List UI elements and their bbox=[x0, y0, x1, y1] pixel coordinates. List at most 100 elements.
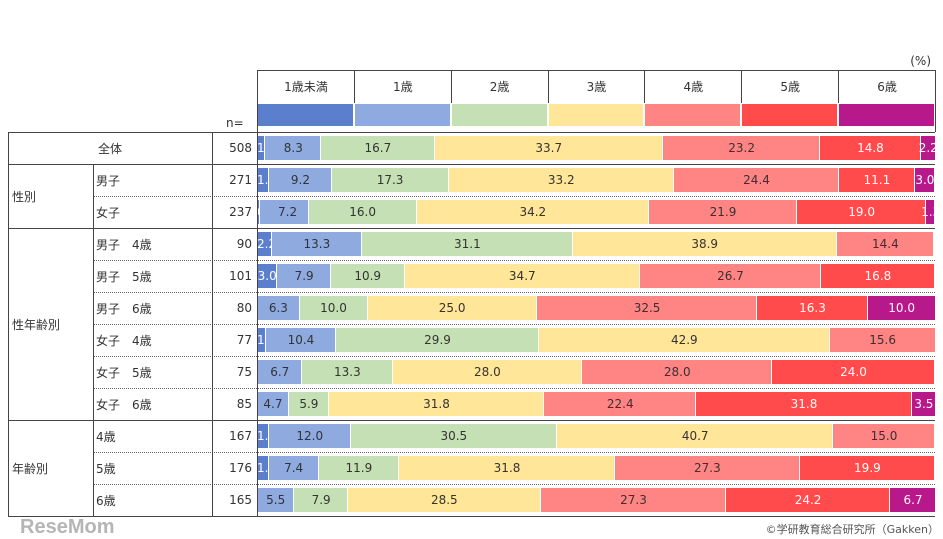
bar-segment bbox=[302, 360, 393, 384]
row-divider bbox=[93, 292, 935, 293]
bar-segment bbox=[257, 488, 295, 512]
bar-segment bbox=[696, 392, 912, 416]
bar-value-label: 12.0 bbox=[296, 429, 324, 443]
bar-value-label: 11.9 bbox=[345, 461, 373, 475]
group-label: 全体 bbox=[97, 141, 122, 156]
bar-value-label: 34.2 bbox=[519, 205, 547, 219]
bar-value-label: 34.7 bbox=[508, 269, 536, 283]
bar-value-label: 22.4 bbox=[606, 397, 634, 411]
bar-left-line bbox=[257, 70, 258, 516]
bar-value-label: 28.0 bbox=[474, 365, 501, 379]
bar-value-label: 21.9 bbox=[709, 205, 737, 219]
bar-segment bbox=[347, 488, 542, 512]
row-n: 75 bbox=[236, 365, 252, 379]
table-left-line bbox=[8, 132, 9, 516]
bar-value-label: 31.8 bbox=[423, 397, 450, 411]
legend-swatch bbox=[257, 103, 354, 127]
bar-value-label: 3.0 bbox=[915, 173, 935, 187]
bar-value-label: 31.8 bbox=[493, 461, 521, 475]
bar-value-label: 10.4 bbox=[287, 333, 315, 347]
bar-segment bbox=[673, 168, 840, 192]
group-divider bbox=[8, 420, 935, 421]
row-divider bbox=[93, 196, 935, 197]
bar-segment bbox=[321, 136, 435, 160]
row-label: 男子 4歳 bbox=[96, 237, 152, 252]
bar-value-label: 5.5 bbox=[266, 493, 286, 507]
legend-label: 1歳未満 bbox=[257, 70, 354, 103]
bar-value-label: 38.9 bbox=[691, 237, 719, 251]
row-divider bbox=[93, 452, 935, 453]
unit-label: (%) bbox=[910, 54, 931, 68]
bar-segment bbox=[257, 168, 270, 192]
bar-segment bbox=[544, 392, 697, 416]
row-divider bbox=[93, 356, 935, 357]
bar-segment bbox=[772, 360, 935, 384]
bar-segment bbox=[350, 424, 558, 448]
label-col-line bbox=[93, 164, 94, 516]
bar-segment bbox=[269, 168, 332, 192]
bar-value-label: 10.9 bbox=[354, 269, 382, 283]
bar-segment bbox=[417, 200, 649, 224]
bar-segment bbox=[257, 200, 260, 224]
bar-value-label: 15.0 bbox=[870, 429, 898, 443]
bar-segment bbox=[829, 328, 936, 352]
bar-segment bbox=[911, 392, 936, 416]
bar-value-label: 33.2 bbox=[547, 173, 575, 187]
bar-segment bbox=[557, 424, 834, 448]
legend-label: 5歳 bbox=[741, 70, 838, 103]
row-label: 6歳 bbox=[96, 493, 116, 508]
bar-segment bbox=[926, 200, 935, 224]
bar-segment bbox=[268, 456, 319, 480]
bar-value-label: 42.9 bbox=[670, 333, 698, 347]
bar-segment bbox=[833, 424, 935, 448]
bar-value-label: 7.9 bbox=[311, 493, 331, 507]
bar-value-label: 10.0 bbox=[888, 301, 915, 315]
row-divider bbox=[93, 260, 935, 261]
bar-segment bbox=[299, 296, 368, 320]
bar-value-label: 9.2 bbox=[290, 173, 310, 187]
bar-value-label: 27.3 bbox=[694, 461, 721, 475]
row-label: 男子 6歳 bbox=[96, 301, 152, 316]
bar-value-label: 28.5 bbox=[430, 493, 458, 507]
group-divider bbox=[8, 228, 935, 229]
bar-segment bbox=[257, 456, 269, 480]
bar-segment bbox=[890, 488, 936, 512]
bar-segment bbox=[392, 360, 583, 384]
bar-value-label: 1.3 bbox=[921, 205, 941, 219]
bar-value-label: 28.0 bbox=[663, 365, 691, 379]
group-divider bbox=[8, 164, 935, 165]
legend-label: 6歳 bbox=[838, 70, 935, 103]
bar-value-label: 16.8 bbox=[864, 269, 892, 283]
bar-segment bbox=[797, 200, 927, 224]
bar-value-label: 10.0 bbox=[320, 301, 347, 315]
bar-segment bbox=[399, 456, 615, 480]
legend-label: 4歳 bbox=[644, 70, 741, 103]
group-label: 性別 bbox=[12, 189, 37, 204]
bar-segment bbox=[277, 264, 331, 288]
legend-swatch bbox=[353, 103, 451, 127]
bar-value-label: 2.2 bbox=[918, 141, 938, 155]
legend-swatch bbox=[741, 103, 839, 127]
bar-value-label: 24.2 bbox=[794, 493, 822, 507]
bar-value-label: 7.9 bbox=[294, 269, 314, 283]
header-top-line bbox=[257, 70, 935, 71]
legend-swatch bbox=[450, 103, 548, 127]
bar-segment bbox=[318, 456, 400, 480]
bar-value-label: 3.5 bbox=[914, 397, 934, 411]
row-n: 237 bbox=[229, 205, 252, 219]
bar-value-label: 30.5 bbox=[440, 429, 468, 443]
bar-value-label: 16.7 bbox=[364, 141, 392, 155]
legend-swatch bbox=[547, 103, 645, 127]
bar-value-label: 23.2 bbox=[728, 141, 755, 155]
bar-value-label: 29.9 bbox=[424, 333, 451, 347]
bar-segment bbox=[257, 424, 270, 448]
row-n: 85 bbox=[236, 397, 252, 411]
bar-value-label: 14.4 bbox=[872, 237, 899, 251]
bar-segment bbox=[257, 136, 266, 160]
bar-value-label: 14.8 bbox=[857, 141, 884, 155]
bar-segment bbox=[308, 200, 417, 224]
bar-segment bbox=[259, 200, 309, 224]
row-n: 176 bbox=[229, 461, 252, 475]
table-top-line bbox=[8, 132, 935, 133]
legend-label: 2歳 bbox=[450, 70, 548, 103]
